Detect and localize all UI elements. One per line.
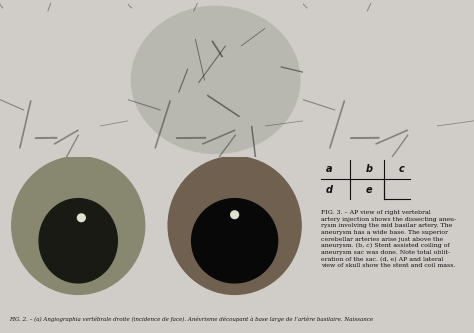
Text: FIG. 2. – (a) Angiographia vertébrale droite (incidence de face). Anévrisme déco: FIG. 2. – (a) Angiographia vertébrale dr… xyxy=(9,317,374,322)
Circle shape xyxy=(77,214,85,222)
Text: b: b xyxy=(366,164,373,174)
Circle shape xyxy=(131,6,300,154)
Ellipse shape xyxy=(39,198,118,283)
Text: c: c xyxy=(399,164,404,174)
Text: e: e xyxy=(366,185,373,195)
Text: a: a xyxy=(326,164,332,174)
Ellipse shape xyxy=(168,157,301,294)
Ellipse shape xyxy=(191,198,278,283)
Ellipse shape xyxy=(12,157,145,294)
Circle shape xyxy=(231,211,238,218)
Text: d: d xyxy=(326,185,332,195)
Text: FIG. 3. – AP view of right vertebral
artery injection shows the dissecting aneu-: FIG. 3. – AP view of right vertebral art… xyxy=(321,210,456,268)
